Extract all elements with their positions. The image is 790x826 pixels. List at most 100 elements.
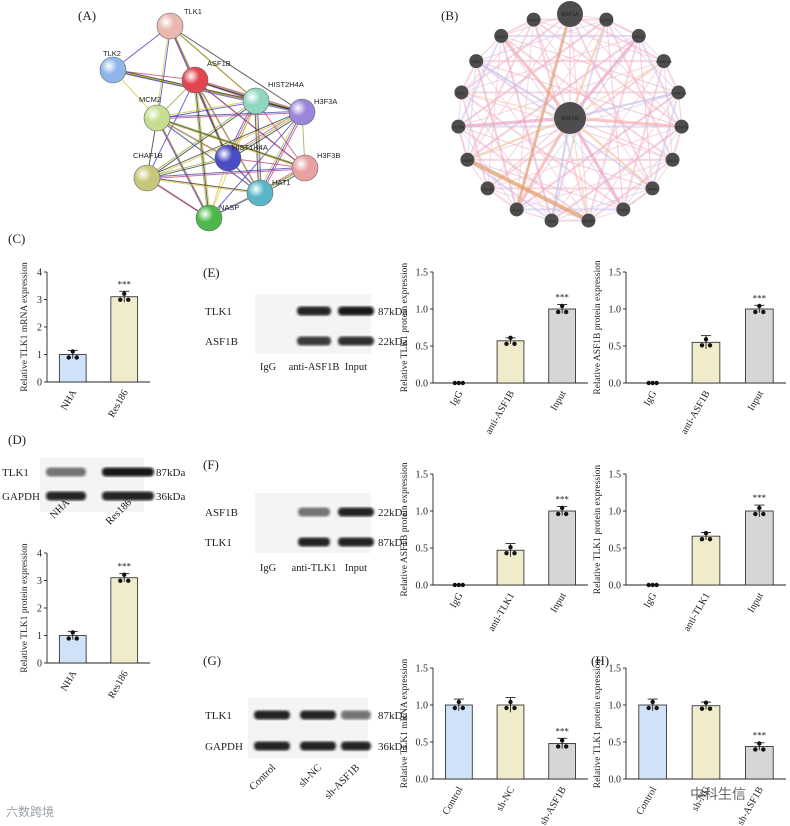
network-a-node [214, 144, 242, 172]
chart-y-tick-label: 2 [37, 323, 42, 334]
network-b-node-label: HAT1 [668, 158, 679, 163]
network-b-node [631, 28, 646, 43]
network-a-node-label: MCM2 [139, 95, 161, 104]
chart-significance: *** [555, 726, 569, 736]
chart-significance: *** [753, 293, 767, 303]
chart-bar [496, 340, 525, 384]
network-a-edge [156, 99, 256, 118]
chart-y-label: Relative ASF1B protein expression [593, 260, 603, 395]
network-b-node-label: TLK1 [512, 207, 522, 212]
chart-x-tick-label: IgG [642, 389, 659, 408]
network-b-node [671, 85, 686, 100]
chart-y-tick-label: 1.5 [416, 470, 429, 481]
blot-mw-label: 36kDa [378, 741, 407, 753]
network-a-edge [146, 166, 305, 178]
chart-data-point [118, 297, 123, 302]
network-a-node [133, 164, 161, 192]
chart-data-point [74, 636, 79, 641]
blot-lane-label: sh-ASF1B [323, 762, 362, 801]
network-b-node [509, 202, 524, 217]
chart-x-tick-label: NHA [59, 387, 80, 412]
network-a-edge [195, 81, 211, 220]
chart-significance: *** [555, 293, 569, 303]
network-b-edge [569, 116, 682, 129]
blot-band-label: TLK1 [2, 467, 29, 479]
chart-y-tick-label: 4 [37, 268, 42, 279]
network-b-edge [460, 92, 489, 189]
blot-lane-label: IgG [260, 362, 277, 373]
chart-bar [691, 341, 721, 384]
network-b-node-label: KDM5B [675, 125, 689, 130]
network-b-node [554, 102, 586, 134]
blot-mw-label: 22kDa [378, 507, 407, 519]
network-a-edge [147, 168, 306, 180]
chart-data-point [757, 303, 762, 309]
chart-y-tick-label: 0.0 [609, 775, 622, 786]
network-a-node [291, 154, 319, 182]
blot-band [341, 741, 371, 751]
network-a-node-label: HIST2H4A [268, 80, 304, 89]
network-a-edge [157, 112, 303, 120]
panel-label-c: (C) [8, 231, 25, 246]
network-b-edge [457, 35, 503, 128]
network-b-edge [568, 34, 641, 120]
chart-y-tick-label: 1.5 [609, 268, 622, 279]
chart-y-tick-label: 0.0 [416, 775, 429, 786]
chart-data-point [460, 380, 466, 386]
chart-data-point [512, 551, 517, 556]
chart-data-point [646, 380, 651, 386]
network-b-node-label: CDAN1 [600, 18, 614, 23]
chart-bar [110, 296, 139, 383]
chart-y-label: Relative TLK1 protein expression [400, 263, 410, 393]
network-b-node [645, 181, 660, 196]
network-b-node [494, 28, 509, 43]
chart-data-point [707, 536, 713, 542]
network-b-edge [457, 125, 590, 222]
blot-band [300, 710, 336, 720]
blot-band [298, 537, 330, 547]
network-a-node-label: H3F3A [314, 97, 337, 106]
network-a-node-label: NASP [219, 203, 239, 212]
network-b-node [451, 119, 466, 134]
network-a-node-label: HIST1H4A [232, 143, 268, 152]
network-b-node-label: ASF1A [561, 12, 579, 18]
blot-band-label: ASF1B [205, 507, 238, 519]
network-b-edge [569, 117, 673, 161]
chart-bar [548, 510, 577, 586]
chart-data-point [555, 744, 561, 749]
network-b-node-label: H3C1 [634, 34, 645, 39]
network-b-node [454, 85, 469, 100]
network-a-node [99, 56, 127, 84]
chart-bar [745, 746, 774, 780]
chart-bar [745, 308, 774, 384]
blot-band [46, 467, 86, 477]
network-a-edge [229, 112, 304, 160]
network-b-node-label: NASP [462, 158, 473, 163]
chart-significance: *** [118, 279, 132, 289]
chart-data-point [508, 699, 513, 705]
network-a-edge [171, 27, 258, 103]
network-a-edge [157, 118, 261, 195]
blot-mw-label: 87kDa [156, 467, 185, 479]
chart-data-point [70, 349, 75, 354]
network-b-node-label: H3-3B [453, 125, 465, 130]
chart-y-tick-label: 0.5 [609, 342, 622, 353]
chart-data-point [456, 380, 462, 386]
chart-significance: *** [753, 493, 767, 503]
chart-data-point [456, 582, 462, 588]
chart-x-tick-label: Res186 [106, 388, 131, 419]
chart-x-tick-label: IgG [448, 591, 465, 610]
chart-data-point [126, 297, 131, 302]
chart-y-tick-label: 1.5 [609, 664, 622, 675]
chart-x-tick-label: Control [634, 785, 659, 817]
panel-label-b: (B) [441, 8, 458, 23]
chart-data-point [122, 291, 127, 296]
chart-data-point [74, 355, 79, 360]
network-a-edge [260, 113, 304, 195]
blot-band-label: ASF1B [205, 336, 238, 348]
network-b-edge [605, 19, 679, 93]
chart-data-point [504, 341, 509, 347]
watermark-right: 中科生信 [690, 786, 746, 802]
panel-label-e: (E) [203, 265, 220, 280]
